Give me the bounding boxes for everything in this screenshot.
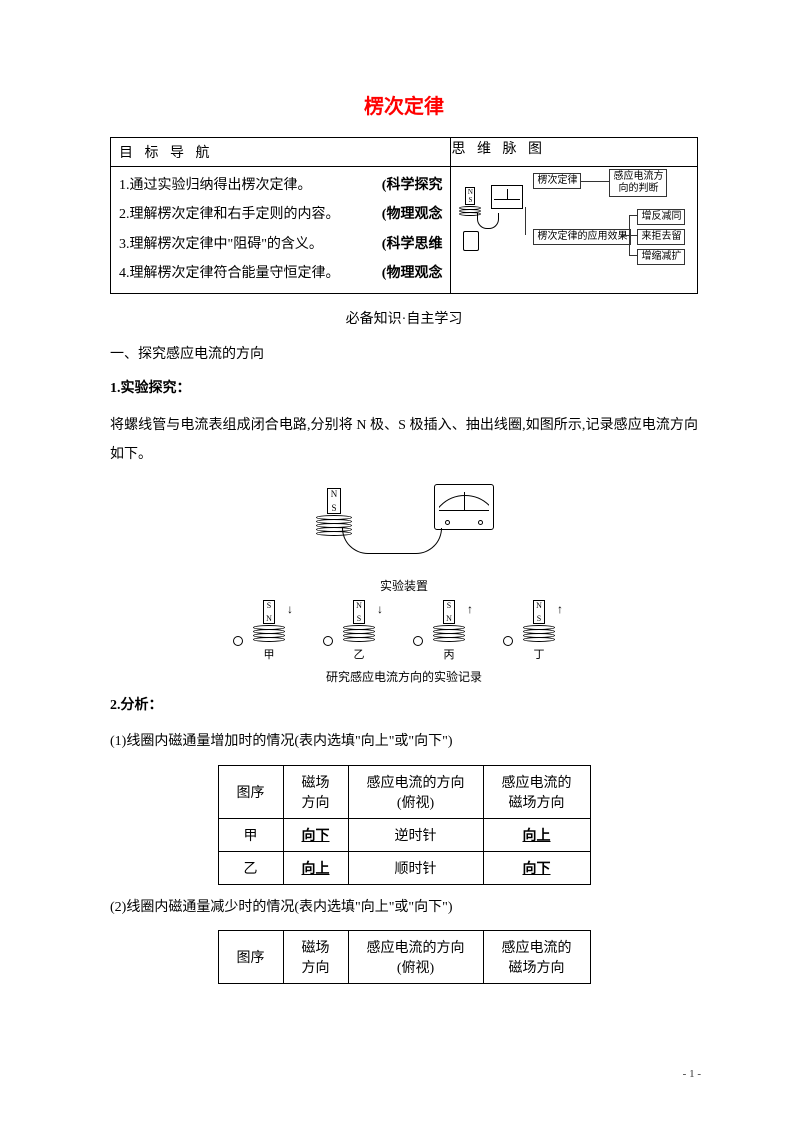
mini-exp-2: ↓ NS 乙 bbox=[329, 600, 389, 662]
nav-left-header: 目 标 导 航 bbox=[111, 138, 451, 167]
nav-item-tag: (物理观念 bbox=[382, 259, 443, 288]
arrow-icon: ↑ bbox=[467, 602, 473, 617]
fig1-caption: 实验装置 bbox=[110, 577, 698, 594]
s1-q2: (2)线圈内磁通量减少时的情况(表内选填"向上"或"向下") bbox=[110, 893, 698, 922]
mini-label: 丁 bbox=[509, 646, 569, 662]
fig2-caption: 研究感应电流方向的实验记录 bbox=[110, 668, 698, 685]
mini-experiments: ↓ SN 甲 ↓ NS 乙 ↑ SN 丙 ↑ NS 丁 bbox=[110, 600, 698, 662]
figure-1: NS 实验装置 ↓ SN 甲 ↓ NS bbox=[110, 480, 698, 685]
mini-exp-3: ↑ SN 丙 bbox=[419, 600, 479, 662]
nav-right-header: 思 维 脉 图 bbox=[451, 138, 698, 167]
wire-icon bbox=[342, 528, 442, 554]
mm-connector bbox=[525, 207, 526, 235]
table-row: 甲 向下 逆时针 向上 bbox=[218, 818, 590, 851]
mm-node-3: 楞次定律的应用效果 bbox=[533, 229, 631, 245]
section-1-heading: 一、探究感应电流的方向 bbox=[110, 342, 698, 369]
th-dir: 磁场方向 bbox=[283, 765, 348, 818]
mm-node-2: 感应电流方向的判断 bbox=[609, 169, 667, 197]
nav-objectives: 1.通过实验归纳得出楞次定律。 (科学探究 2.理解楞次定律和右手定则的内容。 … bbox=[111, 167, 451, 294]
nav-item-tag: (物理观念 bbox=[382, 200, 443, 229]
th-mag: 感应电流的磁场方向 bbox=[483, 930, 590, 983]
cell-mag: 向下 bbox=[483, 851, 590, 884]
mindmap-icon: NS bbox=[459, 185, 525, 255]
cell-curr: 顺时针 bbox=[348, 851, 483, 884]
galv-mini-icon bbox=[323, 636, 333, 646]
nav-item-text: 2.理解楞次定律和右手定则的内容。 bbox=[119, 207, 340, 222]
nav-item-text: 4.理解楞次定律符合能量守恒定律。 bbox=[119, 266, 340, 281]
mm-connector bbox=[629, 255, 637, 256]
galv-mini-icon bbox=[503, 636, 513, 646]
mm-connector bbox=[581, 181, 609, 182]
nav-item-tag: (科学思维 bbox=[382, 230, 443, 259]
mini-label: 甲 bbox=[239, 646, 299, 662]
mindmap: NS 楞次定律 感应电流方向的判断 楞次定律的应用效果 增反减同 来拒去留 增缩… bbox=[451, 167, 697, 277]
mini-exp-1: ↓ SN 甲 bbox=[239, 600, 299, 662]
nav-item-text: 3.理解楞次定律中"阻碍"的含义。 bbox=[119, 237, 323, 252]
mini-label: 丙 bbox=[419, 646, 479, 662]
mm-node-6: 增缩减扩 bbox=[637, 249, 685, 265]
magnet-icon: NS bbox=[353, 600, 365, 624]
th-seq: 图序 bbox=[218, 765, 283, 818]
analysis-table-2: 图序 磁场方向 感应电流的方向(俯视) 感应电流的磁场方向 bbox=[218, 930, 591, 984]
page-title: 楞次定律 bbox=[110, 90, 698, 119]
arrow-icon: ↑ bbox=[557, 602, 563, 617]
table-header-row: 图序 磁场方向 感应电流的方向(俯视) 感应电流的磁场方向 bbox=[218, 765, 590, 818]
galv-mini-icon bbox=[233, 636, 243, 646]
cell-seq: 乙 bbox=[218, 851, 283, 884]
nav-item-text: 1.通过实验归纳得出楞次定律。 bbox=[119, 178, 312, 193]
magnet-icon: NS bbox=[327, 488, 341, 514]
cell-mag: 向上 bbox=[483, 818, 590, 851]
magnet-icon: SN bbox=[263, 600, 275, 624]
mm-node-4: 增反减同 bbox=[637, 209, 685, 225]
mini-label: 乙 bbox=[329, 646, 389, 662]
galv-mini-icon bbox=[413, 636, 423, 646]
magnet-icon: SN bbox=[443, 600, 455, 624]
nav-item-3: 3.理解楞次定律中"阻碍"的含义。 (科学思维 bbox=[119, 230, 442, 259]
experiment-diagram: NS bbox=[294, 480, 514, 570]
table-row: 乙 向上 顺时针 向下 bbox=[218, 851, 590, 884]
s1-p1: 将螺线管与电流表组成闭合电路,分别将 N 极、S 极插入、抽出线圈,如图所示,记… bbox=[110, 411, 698, 470]
page-number: - 1 - bbox=[683, 1068, 701, 1080]
nav-item-2: 2.理解楞次定律和右手定则的内容。 (物理观念 bbox=[119, 200, 442, 229]
cell-dir: 向上 bbox=[283, 851, 348, 884]
nav-item-1: 1.通过实验归纳得出楞次定律。 (科学探究 bbox=[119, 171, 442, 200]
mindmap-cell: NS 楞次定律 感应电流方向的判断 楞次定律的应用效果 增反减同 来拒去留 增缩… bbox=[451, 167, 698, 294]
cell-curr: 逆时针 bbox=[348, 818, 483, 851]
s1-h2: 2.分析： bbox=[110, 693, 698, 720]
cell-seq: 甲 bbox=[218, 818, 283, 851]
th-curr: 感应电流的方向(俯视) bbox=[348, 765, 483, 818]
galvanometer-icon bbox=[434, 484, 494, 530]
subtitle: 必备知识·自主学习 bbox=[110, 308, 698, 328]
mini-exp-4: ↑ NS 丁 bbox=[509, 600, 569, 662]
s1-q1: (1)线圈内磁通量增加时的情况(表内选填"向上"或"向下") bbox=[110, 727, 698, 756]
mm-connector bbox=[629, 215, 630, 255]
mm-node-5: 来拒去留 bbox=[637, 229, 685, 245]
arrow-icon: ↓ bbox=[287, 602, 293, 617]
th-dir: 磁场方向 bbox=[283, 930, 348, 983]
s1-h1: 1.实验探究： bbox=[110, 376, 698, 403]
arrow-icon: ↓ bbox=[377, 602, 383, 617]
analysis-table-1: 图序 磁场方向 感应电流的方向(俯视) 感应电流的磁场方向 甲 向下 逆时针 向… bbox=[218, 765, 591, 885]
nav-item-4: 4.理解楞次定律符合能量守恒定律。 (物理观念 bbox=[119, 259, 442, 288]
mm-connector bbox=[629, 215, 637, 216]
th-mag: 感应电流的磁场方向 bbox=[483, 765, 590, 818]
th-curr: 感应电流的方向(俯视) bbox=[348, 930, 483, 983]
mm-node-1: 楞次定律 bbox=[533, 173, 581, 189]
magnet-icon: NS bbox=[533, 600, 545, 624]
nav-table: 目 标 导 航 思 维 脉 图 1.通过实验归纳得出楞次定律。 (科学探究 2.… bbox=[110, 137, 698, 294]
cell-dir: 向下 bbox=[283, 818, 348, 851]
table-header-row: 图序 磁场方向 感应电流的方向(俯视) 感应电流的磁场方向 bbox=[218, 930, 590, 983]
th-seq: 图序 bbox=[218, 930, 283, 983]
nav-item-tag: (科学探究 bbox=[382, 171, 443, 200]
